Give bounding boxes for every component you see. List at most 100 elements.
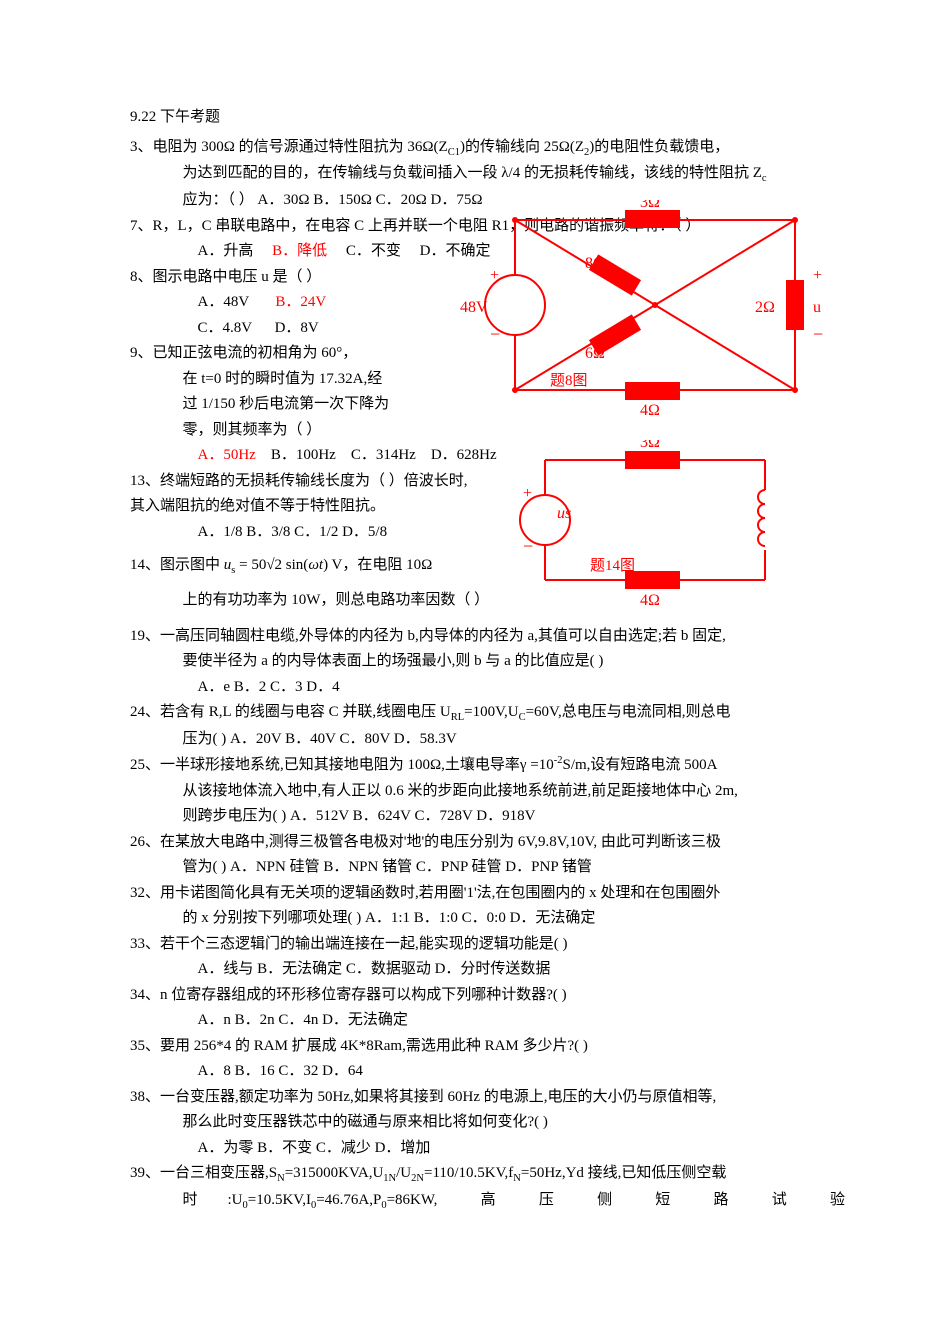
q25-l1b: S/m,设有短路电流 500A bbox=[563, 757, 718, 773]
q39-l1a: 39、一台三相变压器,S bbox=[130, 1165, 277, 1181]
q19-line2: 要使半径为 a 的内导体表面上的场强最小,则 b 与 a 的比值应是( ) bbox=[130, 649, 845, 675]
q19-options: A．e B．2 C．3 D．4 bbox=[130, 675, 845, 701]
q39-s2N: 2N bbox=[411, 1173, 424, 1184]
q24-line1: 24、若含有 R,L 的线圈与电容 C 并联,线圈电压 URL=100V,UC=… bbox=[130, 700, 845, 727]
q39-l1d: =110/10.5KV,f bbox=[424, 1165, 513, 1181]
q25-line3: 则跨步电压为( ) A．512V B．624V C．728V D．918V bbox=[130, 804, 845, 830]
q38-line3: A．为零 B．不变 C．减少 D．增加 bbox=[130, 1136, 845, 1162]
q24-sub-c: C bbox=[519, 712, 526, 723]
q24-sub-rl: RL bbox=[451, 712, 464, 723]
q33-line1: 33、若干个三态逻辑门的输出端连接在一起,能实现的逻辑功能是( ) bbox=[130, 932, 845, 958]
q8-optC: C．4.8V bbox=[198, 320, 253, 336]
q8-optA: A．48V bbox=[198, 294, 250, 310]
q39-s1N: 1N bbox=[383, 1173, 396, 1184]
fig14-us: us bbox=[557, 505, 571, 522]
fig8-r3: 3Ω bbox=[640, 200, 660, 211]
q34-line2: A．n B．2n C．4n D．无法确定 bbox=[130, 1008, 845, 1034]
q9-optB: B．100Hz bbox=[271, 447, 336, 463]
fig14-svg: 3Ω 4Ω + − us 题14图 bbox=[495, 440, 805, 610]
q32-line1: 32、用卡诺图简化具有无关项的逻辑函数时,若用圈'1'法,在包围圈内的 x 处理… bbox=[130, 881, 845, 907]
q25-l1a: 25、一半球形接地系统,已知其接地电阻为 100Ω,土壤电导率γ =10 bbox=[130, 757, 554, 773]
q25-line1: 25、一半球形接地系统,已知其接地电阻为 100Ω,土壤电导率γ =10-2S/… bbox=[130, 752, 845, 779]
q24-l1a: 24、若含有 R,L 的线圈与电容 C 并联,线圈电压 U bbox=[130, 704, 451, 720]
q39-l2g: 压 bbox=[539, 1188, 554, 1215]
q3-l2a: 为达到匹配的目的，在传输线与负载间插入一段 λ/4 的无损耗传输线，该线的特性阻… bbox=[183, 165, 762, 181]
q7-optB: B．降低 bbox=[272, 243, 327, 259]
q39-l1e: =50Hz,Yd 接线,已知低压侧空载 bbox=[521, 1165, 727, 1181]
q7-optC: C．不变 bbox=[346, 243, 401, 259]
fig8-plus1: + bbox=[490, 267, 499, 284]
q3-line1: 3、电阻为 300Ω 的信号源通过特性阻抗为 36Ω(ZC1)的传输线向 25Ω… bbox=[130, 135, 845, 162]
q39-l2j: 路 bbox=[714, 1188, 729, 1215]
fig8-minus1: − bbox=[490, 324, 500, 344]
fig8-minus2: − bbox=[813, 324, 823, 344]
q39-l1c: /U bbox=[396, 1165, 411, 1181]
q3-sub-c1: C1 bbox=[448, 147, 460, 158]
page-heading: 9.22 下午考题 bbox=[130, 105, 845, 131]
q39-line2: 时 :U0=10.5KV,I0=46.76A,P0=86KW, 高 压 侧 短 … bbox=[130, 1188, 845, 1215]
fig14-r4: 4Ω bbox=[640, 592, 660, 609]
q34-line1: 34、n 位寄存器组成的环形移位寄存器可以构成下列哪种计数器?( ) bbox=[130, 983, 845, 1009]
fig8-plus2: + bbox=[813, 267, 822, 284]
q26-line1: 26、在某放大电路中,测得三极管各电极对'地'的电压分别为 6V,9.8V,10… bbox=[130, 830, 845, 856]
q9-optC: C．314Hz bbox=[351, 447, 416, 463]
fig8-v48: 48V bbox=[460, 299, 488, 316]
q39-l2f: 高 bbox=[481, 1188, 496, 1215]
q35-line1: 35、要用 256*4 的 RAM 扩展成 4K*8Ram,需选用此种 RAM … bbox=[130, 1034, 845, 1060]
fig14-r3: 3Ω bbox=[640, 440, 660, 451]
fig8-r8: 8Ω bbox=[585, 255, 605, 272]
q39-l2e: =86KW, bbox=[387, 1192, 438, 1208]
q3-l1a: 3、电阻为 300Ω 的信号源通过特性阻抗为 36Ω(Z bbox=[130, 139, 448, 155]
q8-optD: D．8V bbox=[275, 320, 319, 336]
q33-line2: A．线与 B．无法确定 C．数据驱动 D．分时传送数据 bbox=[130, 957, 845, 983]
q32-line2: 的 x 分别按下列哪项处理( ) A．1:1 B．1:0 C．0:0 D．无法确… bbox=[130, 906, 845, 932]
q3-line2: 为达到匹配的目的，在传输线与负载间插入一段 λ/4 的无损耗传输线，该线的特性阻… bbox=[130, 161, 845, 188]
q3-l1b: )的传输线向 25Ω(Z bbox=[460, 139, 584, 155]
q39-l2c: =10.5KV,I bbox=[248, 1192, 311, 1208]
q39-sN2: N bbox=[513, 1173, 521, 1184]
q3-l1c: )的电阻性负载馈电， bbox=[589, 139, 729, 155]
fig14-minus: − bbox=[523, 536, 533, 556]
q14-end: ) V，在电阻 10Ω bbox=[323, 557, 432, 573]
q9-optD: D．628Hz bbox=[431, 447, 497, 463]
figure-8: 3Ω 4Ω 8Ω 6Ω 2Ω 48V + − + u − 题8图 bbox=[445, 200, 840, 425]
q25-line2: 从该接地体流入地中,有人正以 0.6 米的步距向此接地系统前进,前足距接地体中心… bbox=[130, 779, 845, 805]
q24-line2: 压为( ) A．20V B．40V C．80V D．58.3V bbox=[130, 727, 845, 753]
q35-line2: A．8 B．16 C．32 D．64 bbox=[130, 1059, 845, 1085]
q25-sup: -2 bbox=[554, 755, 563, 766]
fig8-r2: 2Ω bbox=[755, 299, 775, 316]
q39-l2l: 验 bbox=[830, 1188, 845, 1215]
figure-14: 3Ω 4Ω + − us 题14图 bbox=[495, 440, 805, 610]
q39-l2i: 短 bbox=[655, 1188, 670, 1215]
fig14-plus: + bbox=[523, 485, 532, 502]
fig8-r6: 6Ω bbox=[585, 345, 605, 362]
q3-sub-c: c bbox=[762, 173, 767, 184]
fig8-svg: 3Ω 4Ω 8Ω 6Ω 2Ω 48V + − + u − 题8图 bbox=[445, 200, 840, 425]
q39-line1: 39、一台三相变压器,SN=315000KVA,U1N/U2N=110/10.5… bbox=[130, 1161, 845, 1188]
q9-optA: A．50Hz bbox=[198, 447, 256, 463]
q24-l1b: =100V,U bbox=[464, 704, 518, 720]
q39-l2h: 侧 bbox=[597, 1188, 612, 1215]
q39-l1b: =315000KVA,U bbox=[285, 1165, 384, 1181]
q24-l1c: =60V,总电压与电流同相,则总电 bbox=[526, 704, 731, 720]
exam-page: 9.22 下午考题 3、电阻为 300Ω 的信号源通过特性阻抗为 36Ω(ZC1… bbox=[0, 0, 945, 1337]
fig8-u: u bbox=[813, 299, 821, 316]
q38-line1: 38、一台变压器,额定功率为 50Hz,如果将其接到 60Hz 的电源上,电压的… bbox=[130, 1085, 845, 1111]
q39-l2d: =46.76A,P bbox=[316, 1192, 381, 1208]
q39-l2b: :U bbox=[228, 1192, 243, 1208]
q39-l2k: 试 bbox=[772, 1188, 787, 1215]
q38-line2: 那么此时变压器铁芯中的磁通与原来相比将如何变化?( ) bbox=[130, 1110, 845, 1136]
fig8-label: 题8图 bbox=[550, 372, 588, 389]
q39-l2-left: 时 :U0=10.5KV,I0=46.76A,P0=86KW, bbox=[183, 1188, 438, 1215]
q39-l2a: 时 bbox=[183, 1192, 198, 1208]
q14-eq: = 50√2 sin( bbox=[235, 557, 308, 573]
q14-l1a: 14、图示图中 bbox=[130, 557, 220, 573]
q26-line2: 管为( ) A．NPN 硅管 B．NPN 锗管 C．PNP 硅管 D．PNP 锗… bbox=[130, 855, 845, 881]
q19-line1: 19、一高压同轴圆柱电缆,外导体的内径为 b,内导体的内径为 a,其值可以自由选… bbox=[130, 624, 845, 650]
fig8-r4: 4Ω bbox=[640, 402, 660, 419]
q7-optA: A．升高 bbox=[198, 243, 254, 259]
q39-sN1: N bbox=[277, 1173, 285, 1184]
q8-optB: B．24V bbox=[275, 294, 326, 310]
fig14-label: 题14图 bbox=[590, 557, 635, 574]
q14-omega: ω bbox=[308, 557, 319, 573]
